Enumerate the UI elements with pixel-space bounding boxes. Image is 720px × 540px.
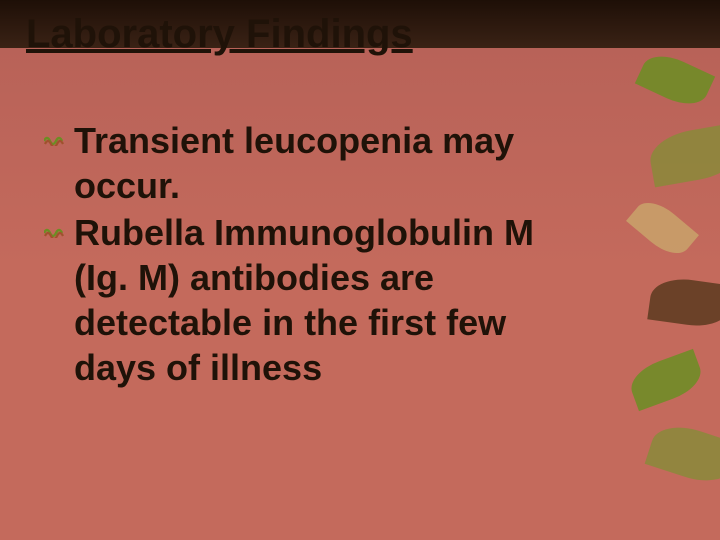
leaf-icon <box>646 123 720 188</box>
leaf-icon <box>635 47 715 113</box>
leaf-icon <box>626 193 699 262</box>
slide-title: Laboratory Findings <box>26 12 413 57</box>
slide: Laboratory Findings Transient leucopenia… <box>0 0 720 540</box>
leaf-icon <box>647 275 720 331</box>
wave-bullet-icon <box>44 132 64 146</box>
leaf-decoration <box>600 0 720 540</box>
bullet-item: Rubella Immunoglobulin M (Ig. M) antibod… <box>44 210 580 390</box>
slide-body: Transient leucopenia may occur. Rubella … <box>44 118 580 392</box>
leaf-icon <box>645 418 720 490</box>
wave-bullet-icon <box>44 224 64 238</box>
bullet-text: Rubella Immunoglobulin M (Ig. M) antibod… <box>74 210 580 390</box>
bullet-text: Transient leucopenia may occur. <box>74 118 580 208</box>
bullet-item: Transient leucopenia may occur. <box>44 118 580 208</box>
leaf-icon <box>625 349 706 411</box>
